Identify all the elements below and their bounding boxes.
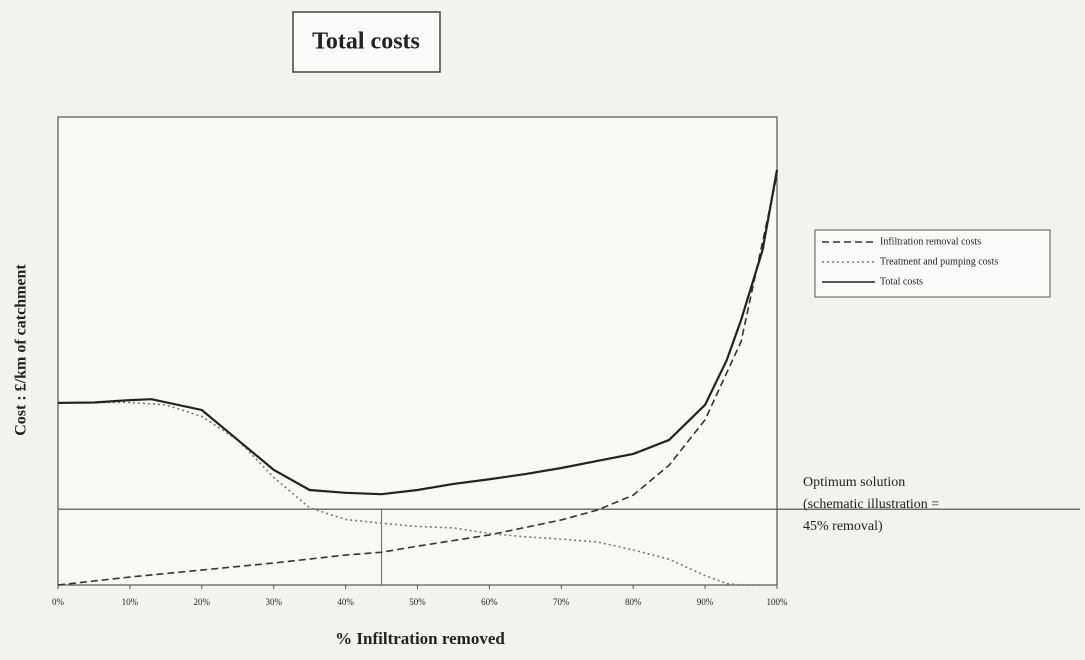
x-tick-label: 20% — [194, 597, 211, 607]
x-tick-label: 70% — [553, 597, 570, 607]
series-line — [58, 401, 777, 586]
x-tick-label: 100% — [767, 597, 789, 607]
y-axis-label: Cost : £/km of catchment — [13, 264, 30, 436]
annotation: (schematic illustration = — [803, 497, 939, 512]
legend-label: Total costs — [880, 276, 923, 287]
x-tick-label: 0% — [52, 597, 65, 607]
annotation: Optimum solution — [803, 475, 905, 490]
x-tick-label: 50% — [409, 597, 426, 607]
title-box — [292, 11, 441, 73]
x-tick-label: 90% — [697, 597, 714, 607]
legend-label: Infiltration removal costs — [880, 236, 981, 247]
x-tick-label: 30% — [265, 597, 282, 607]
x-tick-label: 10% — [122, 597, 139, 607]
legend — [814, 229, 1051, 298]
series-line — [57, 169, 779, 496]
x-tick-label: 60% — [481, 597, 498, 607]
x-axis-label: % Infiltration removed — [335, 629, 505, 648]
series-line — [57, 174, 778, 586]
chart-title: Total costs — [312, 29, 420, 55]
x-tick-label: 80% — [625, 597, 642, 607]
legend-label: Treatment and pumping costs — [880, 256, 998, 267]
annotation: 45% removal) — [803, 519, 883, 534]
x-tick-label: 40% — [337, 597, 354, 607]
plot-area — [57, 116, 778, 586]
